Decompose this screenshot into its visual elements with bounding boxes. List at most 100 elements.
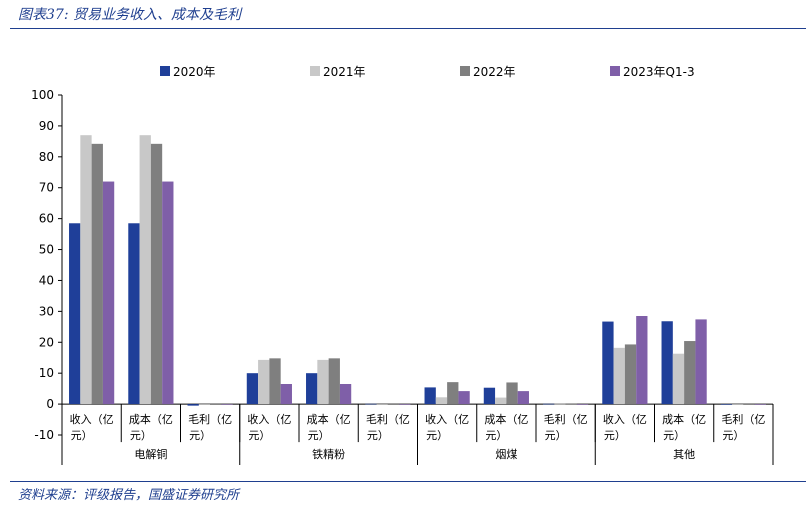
- category-label-11-line1: 毛利（亿: [721, 413, 765, 426]
- y-tick-label-2: 10: [39, 366, 54, 380]
- bar-chart: 2020年 2021年 2022年 2023年Q1-3 -10 0 10 20 30 40 50 60…: [31, 65, 774, 465]
- bar-0-0-0: [69, 223, 81, 405]
- bar-1-0-1: [258, 359, 270, 405]
- bar-3-2-2: [743, 404, 755, 405]
- y-tick-label-0: -10: [34, 428, 54, 442]
- bar-2-2-2: [565, 403, 577, 405]
- category-label-6-line2: 元）: [426, 429, 448, 442]
- bar-2-1-1: [495, 397, 507, 405]
- category-label-3-line1: 收入（亿: [247, 412, 291, 426]
- bar-2-0-3: [458, 391, 470, 405]
- y-tick-label-5: 40: [39, 273, 54, 287]
- y-tick-label-9: 80: [39, 150, 54, 164]
- legend-label-2: 2022年: [473, 65, 516, 79]
- group-label-3: 其他: [673, 448, 695, 461]
- bar-3-2-1: [732, 404, 744, 405]
- bar-2-2-1: [554, 403, 566, 405]
- title-divider: [10, 28, 806, 29]
- bar-1-1-3: [339, 384, 352, 405]
- source-note: 资料来源：评级报告，国盛证券研究所: [18, 488, 240, 503]
- bar-0-0-2: [91, 143, 103, 405]
- bar-2-2-0: [543, 403, 555, 405]
- bar-0-2-1: [198, 404, 211, 405]
- bar-3-0-1: [613, 347, 625, 405]
- bar-2-1-2: [506, 382, 518, 405]
- bar-0-2-2: [210, 404, 222, 405]
- category-label-10-line1: 成本（亿: [662, 412, 706, 426]
- bar-2-0-2: [447, 382, 459, 405]
- bar-2-0-0: [424, 387, 436, 405]
- bar-2-2-3: [576, 404, 589, 405]
- y-tick-label-11: 100: [31, 88, 54, 102]
- bar-1-2-3: [399, 404, 411, 405]
- legend-swatch-0: [160, 66, 170, 76]
- bar-3-2-0: [720, 404, 733, 405]
- category-label-8-line2: 元）: [545, 429, 567, 442]
- bar-0-2-3: [221, 404, 233, 405]
- bar-3-2-3: [754, 404, 766, 405]
- category-label-8-line1: 毛利（亿: [544, 413, 588, 426]
- bar-1-2-0: [365, 403, 377, 405]
- bar-0-2-0: [187, 404, 199, 406]
- bar-1-0-3: [280, 384, 292, 405]
- category-label-11-line2: 元）: [722, 429, 744, 442]
- chart-title: 图表37: 贸易业务收入、成本及毛利: [18, 7, 241, 23]
- legend-swatch-2: [460, 66, 470, 76]
- category-label-4-line1: 成本（亿: [307, 412, 351, 426]
- category-label-3-line2: 元）: [248, 429, 270, 442]
- bar-1-1-2: [328, 358, 340, 405]
- bar-3-1-3: [695, 319, 707, 405]
- bar-0-1-2: [150, 143, 163, 405]
- category-label-6-line1: 收入（亿: [425, 412, 469, 426]
- source-divider: [10, 481, 806, 482]
- category-label-1-line1: 成本（亿: [129, 412, 173, 426]
- category-label-0-line1: 收入（亿: [70, 412, 114, 426]
- bar-3-0-0: [602, 321, 614, 405]
- bar-1-1-0: [306, 373, 318, 405]
- legend-label-3: 2023年Q1-3: [623, 65, 695, 79]
- bar-1-2-2: [387, 404, 400, 405]
- legend-swatch-1: [310, 66, 320, 76]
- category-label-4-line2: 元）: [308, 429, 330, 442]
- category-label-10-line2: 元）: [663, 429, 685, 442]
- category-label-5-line2: 元）: [367, 429, 389, 442]
- bar-0-1-3: [162, 181, 174, 405]
- y-tick-label-4: 30: [39, 304, 54, 318]
- bar-3-1-0: [661, 321, 673, 405]
- y-tick-label-7: 60: [39, 212, 54, 226]
- category-label-0-line2: 元）: [71, 429, 93, 442]
- bar-3-0-2: [624, 344, 637, 405]
- bar-2-0-1: [435, 397, 448, 405]
- bar-0-1-1: [139, 135, 151, 405]
- category-label-2-line1: 毛利（亿: [188, 413, 232, 426]
- legend-swatch-3: [610, 66, 620, 76]
- bar-0-1-0: [128, 223, 140, 405]
- bar-0-0-1: [80, 135, 92, 405]
- category-label-9-line2: 元）: [604, 429, 626, 442]
- bar-1-0-0: [246, 373, 259, 405]
- group-label-1: 铁精粉: [312, 448, 345, 461]
- category-label-2-line2: 元）: [189, 429, 211, 442]
- bar-1-2-1: [376, 404, 388, 405]
- bar-2-1-3: [517, 391, 529, 405]
- category-label-7-line2: 元）: [485, 429, 507, 442]
- bar-3-0-3: [636, 316, 648, 405]
- group-label-2: 烟煤: [495, 447, 517, 461]
- y-tick-label-1: 0: [46, 397, 54, 411]
- category-label-1-line2: 元）: [130, 429, 152, 442]
- bar-3-1-1: [672, 353, 685, 405]
- category-label-7-line1: 成本（亿: [484, 412, 528, 426]
- group-label-0: 电解铜: [134, 447, 167, 461]
- legend-label-1: 2021年: [323, 65, 366, 79]
- y-tick-label-10: 90: [39, 119, 54, 133]
- bar-3-1-2: [684, 341, 696, 405]
- bar-2-1-0: [483, 387, 496, 405]
- bar-0-0-3: [102, 181, 115, 405]
- legend-label-0: 2020年: [173, 65, 216, 79]
- y-tick-label-8: 70: [39, 181, 54, 195]
- category-label-5-line1: 毛利（亿: [366, 413, 410, 426]
- bar-1-0-2: [269, 358, 281, 405]
- bar-1-1-1: [317, 359, 329, 405]
- y-tick-label-3: 20: [39, 335, 54, 349]
- y-tick-label-6: 50: [39, 243, 54, 257]
